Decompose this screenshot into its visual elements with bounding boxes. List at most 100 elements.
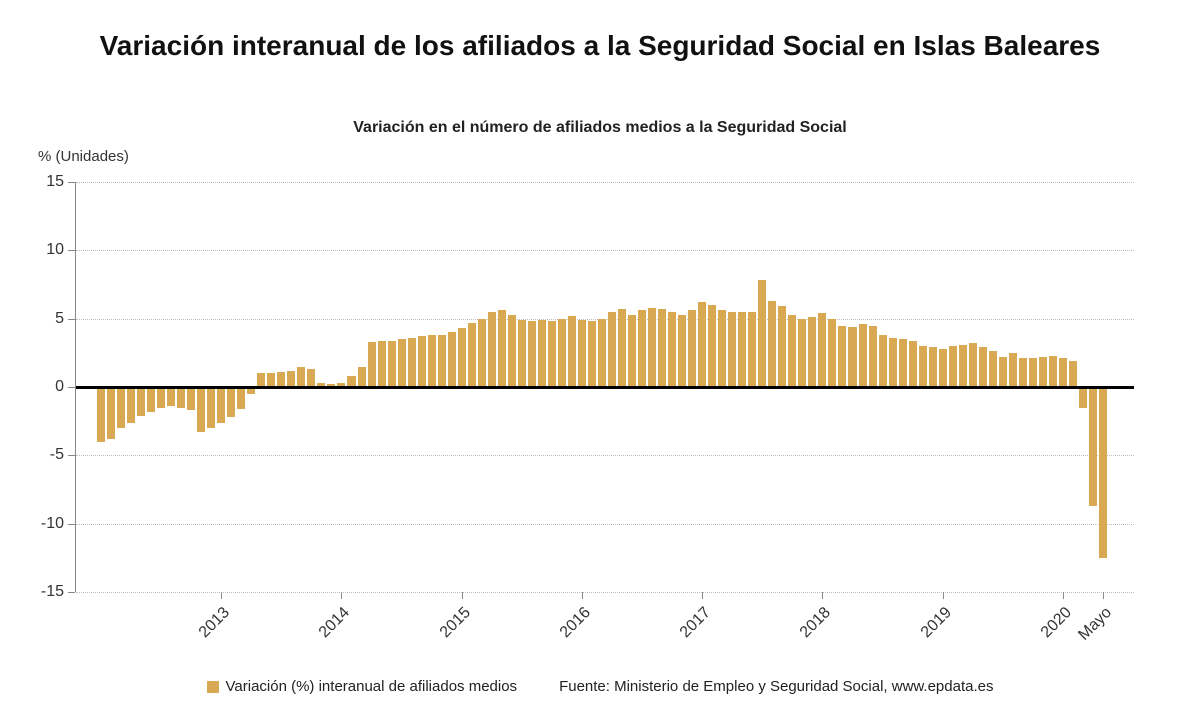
bar xyxy=(738,311,747,387)
footer-row: Variación (%) interanual de afiliados me… xyxy=(0,678,1200,695)
bar xyxy=(648,307,657,387)
bar xyxy=(337,382,346,387)
bar xyxy=(97,387,106,442)
y-tick-mark xyxy=(68,455,75,457)
source-text: Fuente: Ministerio de Empleo y Seguridad… xyxy=(559,678,994,695)
bar xyxy=(407,337,416,387)
x-tick-mark xyxy=(702,592,704,599)
x-tick-label: 2013 xyxy=(196,604,234,642)
bar xyxy=(1028,358,1037,387)
bar xyxy=(768,300,777,387)
bar xyxy=(878,335,887,387)
bar xyxy=(638,310,647,387)
bar xyxy=(1068,361,1077,387)
bar xyxy=(728,311,737,387)
bar xyxy=(157,387,166,408)
bar xyxy=(618,309,627,387)
bar xyxy=(848,326,857,387)
y-gridline xyxy=(76,523,1134,525)
bar xyxy=(557,318,566,387)
bar xyxy=(628,314,637,387)
bar xyxy=(1048,355,1057,387)
bar xyxy=(377,340,386,387)
bar xyxy=(838,325,847,387)
bar xyxy=(978,347,987,387)
legend-label: Variación (%) interanual de afiliados me… xyxy=(225,678,518,695)
bar xyxy=(668,311,677,387)
bar xyxy=(477,318,486,387)
bar xyxy=(197,387,206,433)
x-tick-mark xyxy=(341,592,343,599)
y-tick-label: 0 xyxy=(55,378,64,395)
bar xyxy=(307,369,316,387)
bar xyxy=(938,348,947,387)
bar xyxy=(587,321,596,387)
bar xyxy=(287,370,296,387)
bar xyxy=(237,387,246,409)
x-tick-mark xyxy=(822,592,824,599)
y-tick-mark xyxy=(68,592,75,593)
y-tick-label: 5 xyxy=(55,309,64,327)
bar xyxy=(718,310,727,387)
bar xyxy=(387,340,396,387)
bar xyxy=(547,321,556,387)
plot-area: 2013 2014 2015 2016 2017 2018 2019 2020 Mayo xyxy=(68,182,1134,644)
x-tick-label: 2016 xyxy=(556,604,594,642)
y-tick-label: -15 xyxy=(40,583,64,600)
bar xyxy=(167,387,176,407)
bar xyxy=(918,346,927,387)
bar xyxy=(898,339,907,387)
y-tick-mark xyxy=(68,318,75,320)
bar xyxy=(1078,387,1087,408)
bar xyxy=(417,336,426,387)
y-tick-mark xyxy=(68,182,75,183)
bar xyxy=(217,387,226,423)
bar xyxy=(147,387,156,412)
bar xyxy=(1018,358,1027,387)
bar xyxy=(608,311,617,387)
x-tick-label: 2018 xyxy=(797,604,835,642)
bar xyxy=(187,387,196,411)
y-tick-label: -5 xyxy=(49,446,64,464)
bar xyxy=(537,320,546,387)
bar xyxy=(778,306,787,387)
x-tick-label: 2015 xyxy=(436,604,474,642)
bar xyxy=(257,373,266,387)
y-gridline xyxy=(76,455,1134,457)
bar xyxy=(988,351,997,387)
bar xyxy=(137,387,146,416)
bar xyxy=(868,325,877,387)
y-tick-label: -10 xyxy=(40,514,64,532)
bar xyxy=(357,366,366,387)
bar xyxy=(658,309,667,387)
y-gridline xyxy=(76,592,1134,593)
bar xyxy=(998,356,1007,387)
x-tick-label: 2019 xyxy=(917,604,955,642)
bar xyxy=(117,387,126,428)
bar xyxy=(437,335,446,387)
bar xyxy=(788,314,797,387)
y-tick-mark xyxy=(68,250,75,252)
bar xyxy=(497,310,506,387)
chart-title: Variación interanual de los afiliados a … xyxy=(99,30,1101,61)
bar xyxy=(968,343,977,387)
x-tick-mark xyxy=(581,592,583,599)
bar xyxy=(267,373,276,387)
bar xyxy=(678,314,687,387)
bar xyxy=(758,280,767,387)
bar xyxy=(577,320,586,387)
bar xyxy=(808,317,817,387)
bar xyxy=(908,340,917,387)
bar xyxy=(507,314,516,387)
bar xyxy=(798,318,807,387)
bar xyxy=(708,305,717,387)
bar xyxy=(107,387,116,439)
legend-swatch-icon xyxy=(206,680,219,693)
y-tick-label: 15 xyxy=(46,173,64,190)
x-tick-mark xyxy=(221,592,223,599)
x-tick-mark xyxy=(461,592,463,599)
bar xyxy=(367,341,376,387)
bar xyxy=(177,387,186,408)
bar xyxy=(818,313,827,387)
x-tick-mark xyxy=(1102,592,1104,599)
